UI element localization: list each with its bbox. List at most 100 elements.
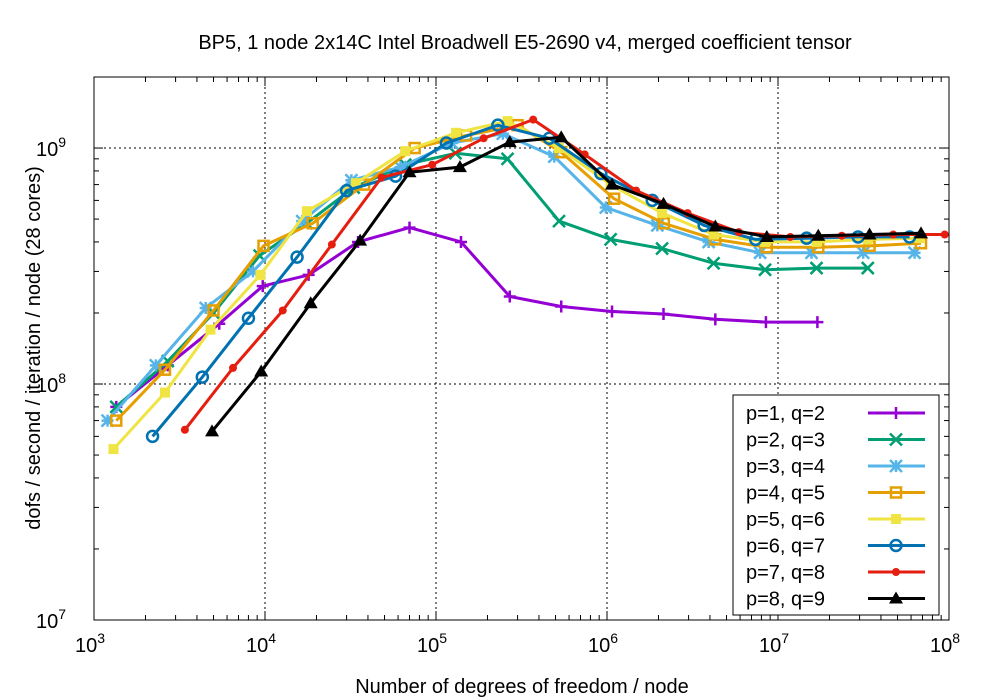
data-point <box>708 219 723 232</box>
data-point <box>257 239 270 253</box>
data-point <box>759 316 772 329</box>
legend-label: p=5, q=6 <box>746 509 825 531</box>
data-point <box>195 370 210 384</box>
data-point <box>594 166 608 181</box>
x-tick-label: 103 <box>75 630 105 657</box>
data-point <box>491 118 505 132</box>
data-point <box>400 146 411 157</box>
legend-marker <box>890 407 902 419</box>
data-point <box>180 425 189 434</box>
data-point <box>145 429 160 444</box>
data-point <box>862 227 877 240</box>
data-point <box>555 300 568 313</box>
data-point <box>205 424 220 437</box>
data-point <box>403 221 416 234</box>
data-point <box>811 228 826 241</box>
data-point <box>701 235 716 249</box>
data-point <box>502 116 513 127</box>
legend-marker <box>889 459 903 473</box>
data-point <box>454 235 467 248</box>
legend-label: p=6, q=7 <box>746 536 825 558</box>
data-point <box>350 178 361 189</box>
grid <box>94 77 949 620</box>
legend-marker <box>889 486 903 499</box>
legend-label: p=4, q=5 <box>746 483 825 505</box>
legend-label: p=8, q=9 <box>746 589 825 611</box>
data-point <box>158 363 172 376</box>
data-point <box>940 230 949 239</box>
data-point <box>495 126 510 141</box>
legend-marker <box>891 514 901 524</box>
series <box>205 130 929 437</box>
y-tick-label: 109 <box>36 134 66 161</box>
legend-marker <box>889 591 903 604</box>
legend-box <box>732 394 940 616</box>
x-tick-label: 108 <box>930 630 960 657</box>
data-point <box>301 206 312 217</box>
data-point <box>860 261 875 275</box>
data-point <box>306 217 319 230</box>
data-point <box>148 358 163 373</box>
x-tick-label: 105 <box>417 630 447 657</box>
y-tick-label: 108 <box>36 370 66 397</box>
data-point <box>451 127 462 138</box>
data-point <box>606 305 619 318</box>
data-point <box>856 245 871 260</box>
x-tick-label: 107 <box>759 630 789 657</box>
data-point <box>255 269 266 280</box>
y-axis-label: dofs / second / iteration / node (28 cor… <box>23 166 45 530</box>
data-point <box>393 160 408 175</box>
data-point <box>110 414 123 427</box>
data-point <box>205 324 216 335</box>
data-point <box>709 313 722 326</box>
data-point <box>547 149 562 164</box>
data-point <box>605 177 620 190</box>
data-point <box>554 143 565 154</box>
data-point <box>377 173 386 182</box>
data-point <box>799 231 814 245</box>
data-point <box>554 130 569 143</box>
data-point <box>278 306 287 315</box>
data-point <box>339 183 354 198</box>
data-point <box>241 311 256 325</box>
data-point <box>811 316 824 329</box>
data-point <box>109 400 124 414</box>
data-point <box>108 444 119 455</box>
data-point <box>758 262 772 277</box>
data-point <box>706 256 721 271</box>
legend: p=1, q=2 p=2, q=3 p=3, q=4 p=4, q=5 p=5, q=6… <box>732 394 940 616</box>
legend-label: p=1, q=2 <box>746 403 825 425</box>
data-point <box>760 236 771 247</box>
x-tick-label: 104 <box>246 630 276 657</box>
x-tick-label: 106 <box>588 630 618 657</box>
plot-frame <box>93 76 950 621</box>
data-point <box>603 232 618 247</box>
data-point <box>607 192 621 205</box>
data-point <box>503 290 516 303</box>
data-point <box>598 200 613 215</box>
data-point <box>914 226 929 239</box>
data-point <box>529 115 538 124</box>
data-point <box>327 240 336 249</box>
data-point <box>303 296 318 309</box>
data-point <box>428 160 437 169</box>
series-line <box>151 123 910 438</box>
data-point <box>657 308 670 321</box>
data-point <box>500 151 515 166</box>
legend-marker <box>889 538 903 553</box>
data-point <box>159 387 170 398</box>
data-point <box>198 301 213 315</box>
data-point <box>759 229 774 242</box>
data-point <box>811 236 822 247</box>
data-point <box>402 165 417 178</box>
data-point <box>256 280 269 293</box>
data-point <box>353 233 368 246</box>
data-point <box>246 264 260 279</box>
data-point <box>229 363 238 372</box>
data-point <box>708 229 719 240</box>
legend-marker <box>889 432 903 447</box>
y-tick-label: 107 <box>36 606 66 633</box>
data-point <box>650 218 665 233</box>
data-point <box>656 196 671 209</box>
